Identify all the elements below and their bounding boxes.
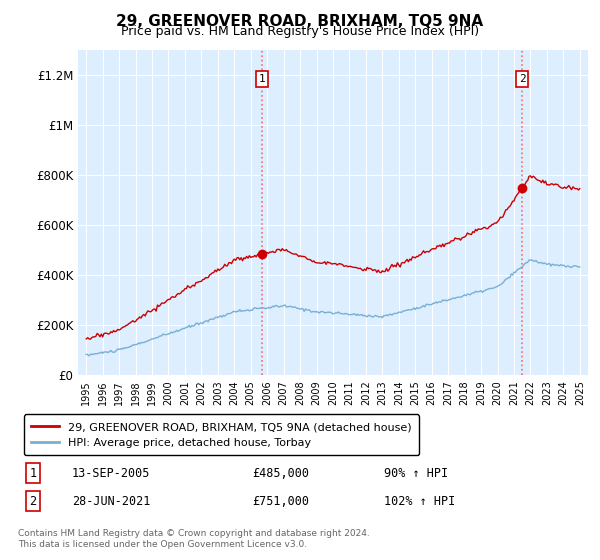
Text: 2: 2 [29,494,37,508]
Text: 1: 1 [259,74,266,84]
Text: 90% ↑ HPI: 90% ↑ HPI [384,466,448,480]
Text: £485,000: £485,000 [252,466,309,480]
Text: 29, GREENOVER ROAD, BRIXHAM, TQ5 9NA: 29, GREENOVER ROAD, BRIXHAM, TQ5 9NA [116,14,484,29]
Text: £751,000: £751,000 [252,494,309,508]
Text: 28-JUN-2021: 28-JUN-2021 [72,494,151,508]
Text: Contains HM Land Registry data © Crown copyright and database right 2024.
This d: Contains HM Land Registry data © Crown c… [18,529,370,549]
Legend: 29, GREENOVER ROAD, BRIXHAM, TQ5 9NA (detached house), HPI: Average price, detac: 29, GREENOVER ROAD, BRIXHAM, TQ5 9NA (de… [23,414,419,455]
Text: 13-SEP-2005: 13-SEP-2005 [72,466,151,480]
Text: 102% ↑ HPI: 102% ↑ HPI [384,494,455,508]
Text: Price paid vs. HM Land Registry's House Price Index (HPI): Price paid vs. HM Land Registry's House … [121,25,479,38]
Text: 2: 2 [519,74,526,84]
Text: 1: 1 [29,466,37,480]
